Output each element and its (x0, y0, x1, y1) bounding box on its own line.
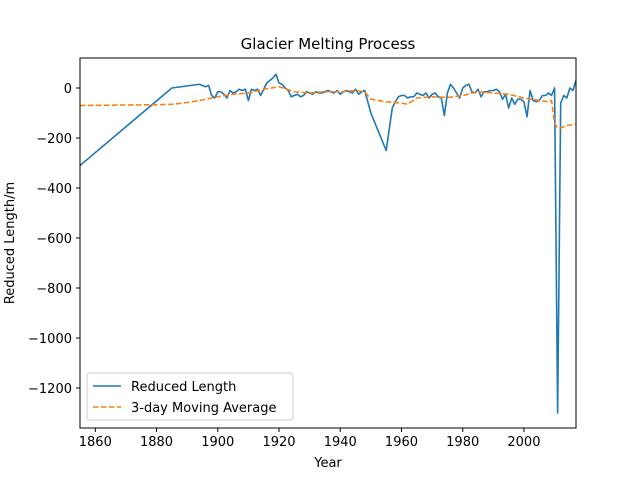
y-axis-label: Reduced Length/m (3, 182, 18, 304)
x-tick-label: 1880 (140, 435, 173, 450)
y-tick-label: 0 (64, 82, 72, 97)
x-tick-label: 1920 (262, 435, 295, 450)
x-tick-label: 1960 (385, 435, 418, 450)
y-tick-label: −400 (36, 182, 72, 197)
y-tick-label: −1200 (28, 382, 72, 397)
chart-title: Glacier Melting Process (241, 35, 416, 53)
x-tick-label: 1980 (446, 435, 479, 450)
x-tick-label: 2000 (507, 435, 540, 450)
legend-label-reduced-length: Reduced Length (131, 380, 236, 395)
x-axis-label: Year (313, 456, 342, 471)
y-tick-label: −800 (36, 282, 72, 297)
legend: Reduced Length 3-day Moving Average (87, 373, 293, 420)
legend-label-moving-average: 3-day Moving Average (131, 401, 277, 416)
y-tick-label: −200 (36, 132, 72, 147)
x-tick-label: 1940 (324, 435, 357, 450)
y-tick-label: −600 (36, 232, 72, 247)
x-tick-label: 1900 (201, 435, 234, 450)
x-tick-label: 1860 (79, 435, 112, 450)
y-tick-label: −1000 (28, 332, 72, 347)
